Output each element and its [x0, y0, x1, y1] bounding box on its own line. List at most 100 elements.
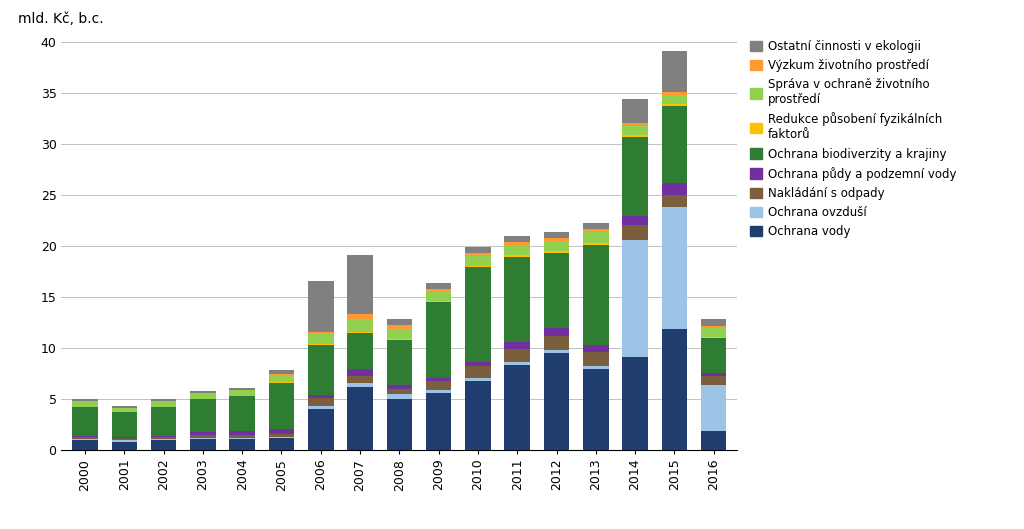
- Bar: [229, 431, 255, 435]
- Bar: [426, 302, 452, 378]
- Bar: [426, 378, 452, 381]
- Bar: [151, 439, 176, 441]
- Bar: [190, 394, 216, 399]
- Bar: [112, 442, 137, 450]
- Bar: [544, 238, 569, 241]
- Bar: [623, 240, 648, 357]
- Bar: [701, 336, 726, 338]
- Bar: [347, 387, 373, 450]
- Bar: [623, 216, 648, 225]
- Bar: [268, 439, 294, 450]
- Bar: [229, 438, 255, 440]
- Bar: [112, 413, 137, 437]
- Bar: [387, 394, 412, 399]
- Bar: [505, 365, 530, 450]
- Bar: [544, 353, 569, 450]
- Bar: [268, 383, 294, 429]
- Bar: [387, 330, 412, 339]
- Bar: [387, 388, 412, 394]
- Bar: [465, 362, 490, 366]
- Bar: [701, 431, 726, 450]
- Bar: [583, 243, 608, 245]
- Bar: [268, 429, 294, 434]
- Bar: [465, 366, 490, 378]
- Bar: [308, 344, 334, 345]
- Bar: [662, 330, 687, 450]
- Bar: [426, 289, 452, 291]
- Legend: Ostatní činnosti v ekologii, Výzkum životního prostředí, Správa v ochraně životn: Ostatní činnosti v ekologii, Výzkum živo…: [750, 40, 956, 238]
- Bar: [347, 333, 373, 369]
- Bar: [583, 229, 608, 232]
- Bar: [112, 440, 137, 442]
- Bar: [190, 399, 216, 432]
- Bar: [73, 399, 97, 402]
- Bar: [112, 408, 137, 412]
- Bar: [583, 232, 608, 243]
- Bar: [387, 399, 412, 450]
- Bar: [347, 320, 373, 332]
- Bar: [73, 441, 97, 450]
- Bar: [268, 434, 294, 437]
- Bar: [623, 357, 648, 450]
- Bar: [308, 409, 334, 450]
- Bar: [151, 436, 176, 437]
- Bar: [426, 282, 452, 289]
- Bar: [387, 325, 412, 330]
- Bar: [229, 396, 255, 431]
- Bar: [151, 441, 176, 450]
- Bar: [623, 126, 648, 135]
- Bar: [465, 266, 490, 267]
- Bar: [544, 335, 569, 350]
- Bar: [229, 435, 255, 438]
- Bar: [701, 320, 726, 326]
- Bar: [347, 369, 373, 376]
- Bar: [623, 99, 648, 123]
- Bar: [268, 370, 294, 375]
- Bar: [623, 225, 648, 240]
- Bar: [268, 437, 294, 439]
- Bar: [268, 382, 294, 383]
- Bar: [190, 438, 216, 440]
- Bar: [662, 95, 687, 104]
- Bar: [662, 195, 687, 207]
- Bar: [387, 386, 412, 388]
- Bar: [347, 314, 373, 320]
- Bar: [583, 245, 608, 345]
- Bar: [308, 334, 334, 344]
- Bar: [190, 440, 216, 450]
- Bar: [426, 389, 452, 393]
- Bar: [505, 236, 530, 242]
- Bar: [347, 255, 373, 314]
- Bar: [544, 253, 569, 329]
- Bar: [583, 369, 608, 450]
- Bar: [73, 407, 97, 436]
- Bar: [623, 135, 648, 137]
- Bar: [583, 366, 608, 369]
- Bar: [701, 376, 726, 386]
- Bar: [623, 123, 648, 126]
- Bar: [583, 223, 608, 229]
- Bar: [544, 251, 569, 253]
- Bar: [308, 398, 334, 406]
- Bar: [465, 381, 490, 450]
- Bar: [426, 393, 452, 450]
- Bar: [662, 92, 687, 95]
- Bar: [229, 440, 255, 450]
- Bar: [387, 340, 412, 386]
- Bar: [662, 207, 687, 330]
- Bar: [701, 373, 726, 376]
- Bar: [583, 352, 608, 366]
- Bar: [347, 384, 373, 387]
- Bar: [662, 51, 687, 92]
- Bar: [505, 342, 530, 349]
- Bar: [268, 375, 294, 382]
- Bar: [505, 349, 530, 362]
- Bar: [505, 257, 530, 342]
- Bar: [701, 326, 726, 329]
- Bar: [73, 437, 97, 439]
- Bar: [151, 399, 176, 402]
- Bar: [308, 406, 334, 409]
- Bar: [505, 242, 530, 245]
- Bar: [505, 245, 530, 255]
- Bar: [544, 350, 569, 353]
